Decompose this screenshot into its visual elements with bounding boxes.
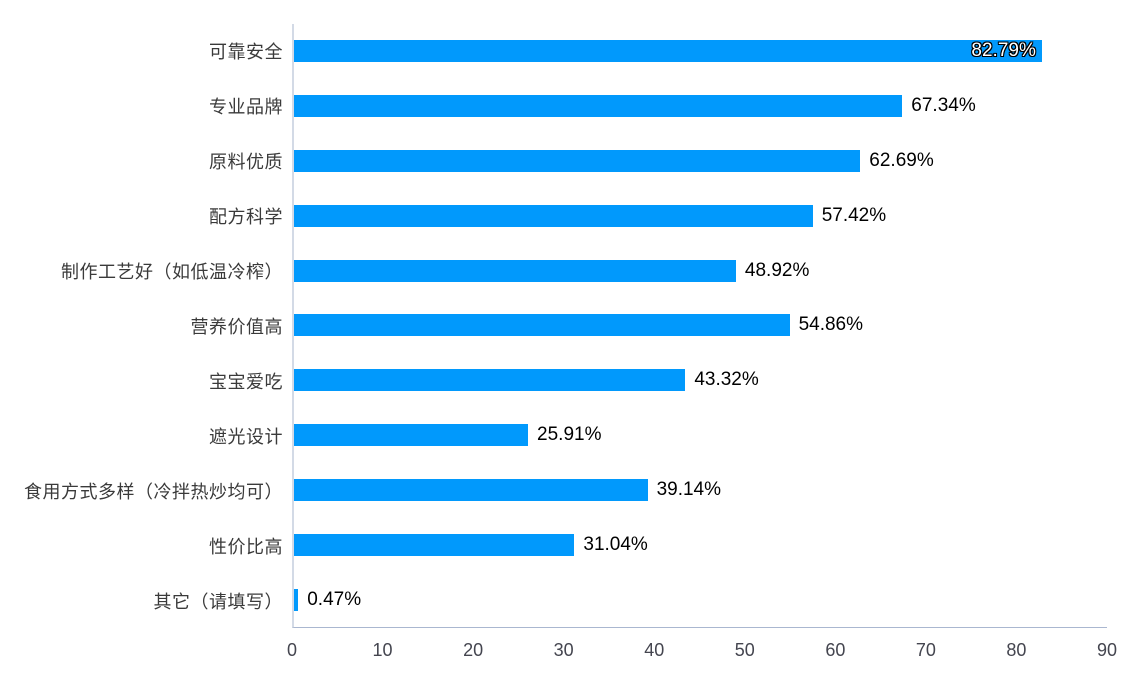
value-label: 67.34% — [911, 95, 976, 117]
bar-row: 82.79% — [294, 24, 1107, 79]
category-label: 可靠安全 — [209, 42, 283, 63]
x-axis-tick-label: 70 — [915, 640, 936, 660]
x-axis-tick-label: 80 — [1006, 640, 1027, 660]
x-axis-tick-label: 20 — [463, 640, 484, 660]
bar[interactable] — [294, 150, 861, 173]
bar[interactable] — [294, 259, 736, 282]
bar-row: 62.69% — [294, 134, 1107, 189]
plot-area: 82.79% 67.34% 62.69% 57.42% 48.92% 54.86% 43.3… — [292, 24, 1107, 628]
x-axis-tick-label: 30 — [553, 640, 574, 660]
bar-row: 39.14% — [294, 463, 1107, 518]
x-axis-tick-label: 10 — [372, 640, 393, 660]
x-axis: 0 10 20 30 40 50 60 70 80 90 — [287, 628, 1117, 676]
value-label: 25.91% — [537, 424, 602, 446]
bar-row: 48.92% — [294, 243, 1107, 298]
x-axis-tick-label: 90 — [1096, 640, 1118, 660]
category-label: 宝宝爱吃 — [209, 371, 283, 392]
bar-row: 31.04% — [294, 517, 1107, 572]
bar-row: 25.91% — [294, 408, 1107, 463]
category-label: 原料优质 — [209, 152, 283, 173]
category-label: 性价比高 — [209, 536, 283, 557]
value-label: 43.32% — [694, 369, 759, 391]
value-label: 0.47% — [307, 588, 362, 610]
category-label: 食用方式多样（冷拌热炒均可） — [24, 481, 283, 502]
category-axis: 可靠安全专业品牌原料优质配方科学制作工艺好（如低温冷榨） 营养价值高宝宝爱吃遮光设… — [0, 24, 292, 628]
bar-row: 67.34% — [294, 79, 1107, 134]
x-axis-tick-label: 40 — [644, 640, 665, 660]
x-axis-tick-label: 0 — [286, 640, 298, 660]
value-label: 31.04% — [583, 533, 648, 555]
category-label: 遮光设计 — [209, 426, 283, 447]
bar[interactable] — [294, 424, 529, 447]
value-label: 54.86% — [798, 314, 864, 336]
category-label: 制作工艺好（如低温冷榨） — [61, 262, 283, 283]
bar[interactable] — [294, 478, 648, 501]
value-label: 39.14% — [656, 478, 722, 500]
bar-row: 43.32% — [294, 353, 1107, 408]
category-label: 其它（请填写） — [153, 591, 283, 612]
value-label: 62.69% — [869, 150, 934, 172]
value-label: 48.92% — [744, 259, 810, 281]
bar[interactable] — [294, 533, 575, 556]
category-label: 配方科学 — [209, 207, 283, 228]
x-axis-tick-label: 60 — [825, 640, 846, 660]
value-label: 57.42% — [821, 204, 887, 226]
bar[interactable] — [294, 204, 813, 227]
x-axis-tick-label: 50 — [734, 640, 755, 660]
bar[interactable] — [294, 369, 686, 392]
bar-row: 54.86% — [294, 298, 1107, 353]
value-label: 82.79% — [971, 40, 1036, 62]
bar[interactable] — [294, 588, 299, 611]
bar-row: 57.42% — [294, 188, 1107, 243]
bar[interactable] — [294, 314, 790, 337]
category-label: 专业品牌 — [209, 97, 283, 118]
category-label: 营养价值高 — [190, 316, 283, 337]
bar[interactable] — [294, 95, 903, 118]
bar[interactable]: 82.79% — [294, 40, 1042, 63]
bar-row: 0.47% — [294, 572, 1107, 627]
